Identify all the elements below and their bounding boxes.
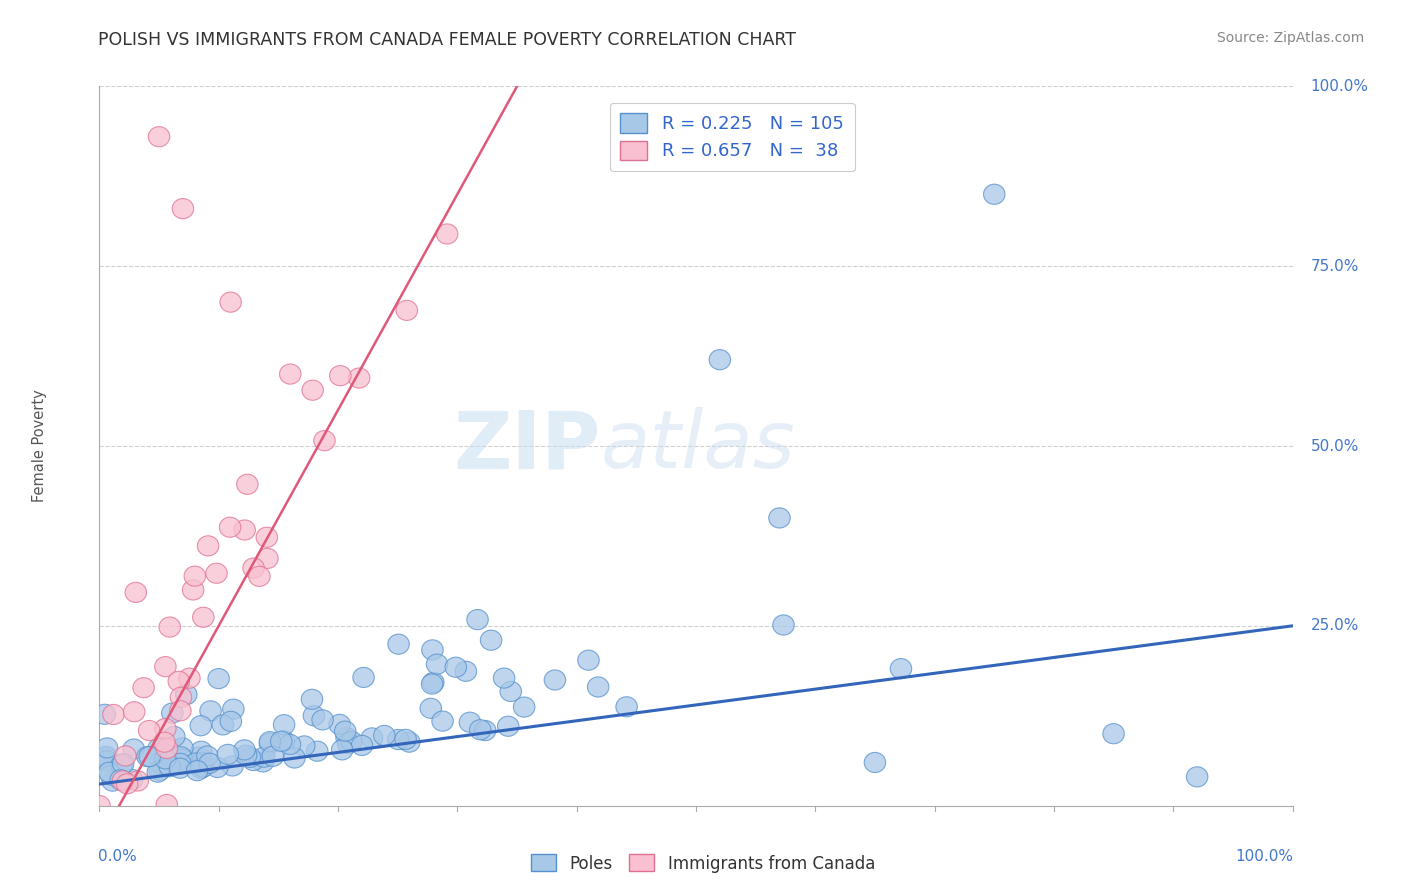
Legend: Poles, Immigrants from Canada: Poles, Immigrants from Canada: [524, 847, 882, 880]
Text: Source: ZipAtlas.com: Source: ZipAtlas.com: [1216, 31, 1364, 45]
Legend: R = 0.225   N = 105, R = 0.657   N =  38: R = 0.225 N = 105, R = 0.657 N = 38: [610, 103, 855, 171]
Text: 75.0%: 75.0%: [1310, 259, 1358, 274]
Text: 0.0%: 0.0%: [98, 849, 136, 863]
Text: 50.0%: 50.0%: [1310, 439, 1358, 453]
Text: ZIP: ZIP: [453, 407, 600, 485]
Text: 100.0%: 100.0%: [1310, 78, 1368, 94]
Text: POLISH VS IMMIGRANTS FROM CANADA FEMALE POVERTY CORRELATION CHART: POLISH VS IMMIGRANTS FROM CANADA FEMALE …: [98, 31, 796, 49]
Text: 25.0%: 25.0%: [1310, 618, 1358, 633]
Text: Female Poverty: Female Poverty: [32, 390, 48, 502]
Text: 100.0%: 100.0%: [1236, 849, 1294, 863]
Text: atlas: atlas: [600, 407, 796, 485]
